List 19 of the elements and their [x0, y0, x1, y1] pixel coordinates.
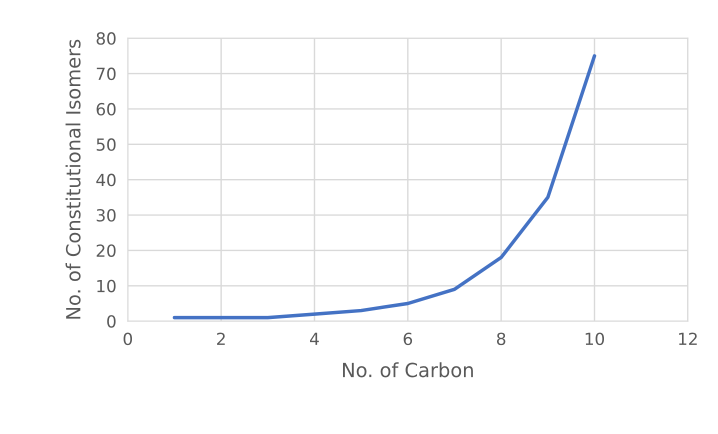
y-axis-title: No. of Constitutional Isomers: [66, 40, 81, 319]
y-tick-label: 50: [96, 138, 116, 151]
x-tick-label: 12: [679, 332, 697, 345]
y-tick-label: 20: [96, 244, 116, 257]
x-tick-label: 0: [124, 332, 132, 346]
x-tick-label: 2: [217, 332, 225, 345]
y-tick-label: 80: [96, 32, 116, 45]
x-tick-label: 6: [404, 332, 412, 346]
y-tick-label: 30: [96, 209, 116, 222]
x-tick-label: 10: [586, 332, 604, 346]
x-axis-title: No. of Carbon: [343, 362, 473, 378]
x-tick-label: 8: [496, 332, 506, 346]
y-tick-label: 10: [97, 280, 116, 292]
x-tick-label: 4: [310, 332, 319, 345]
y-tick-label: 70: [96, 68, 116, 80]
y-tick-label: 0: [107, 315, 116, 328]
y-tick-label: 40: [96, 174, 116, 186]
line-series: [172, 54, 596, 320]
y-tick-label: 60: [96, 102, 116, 116]
